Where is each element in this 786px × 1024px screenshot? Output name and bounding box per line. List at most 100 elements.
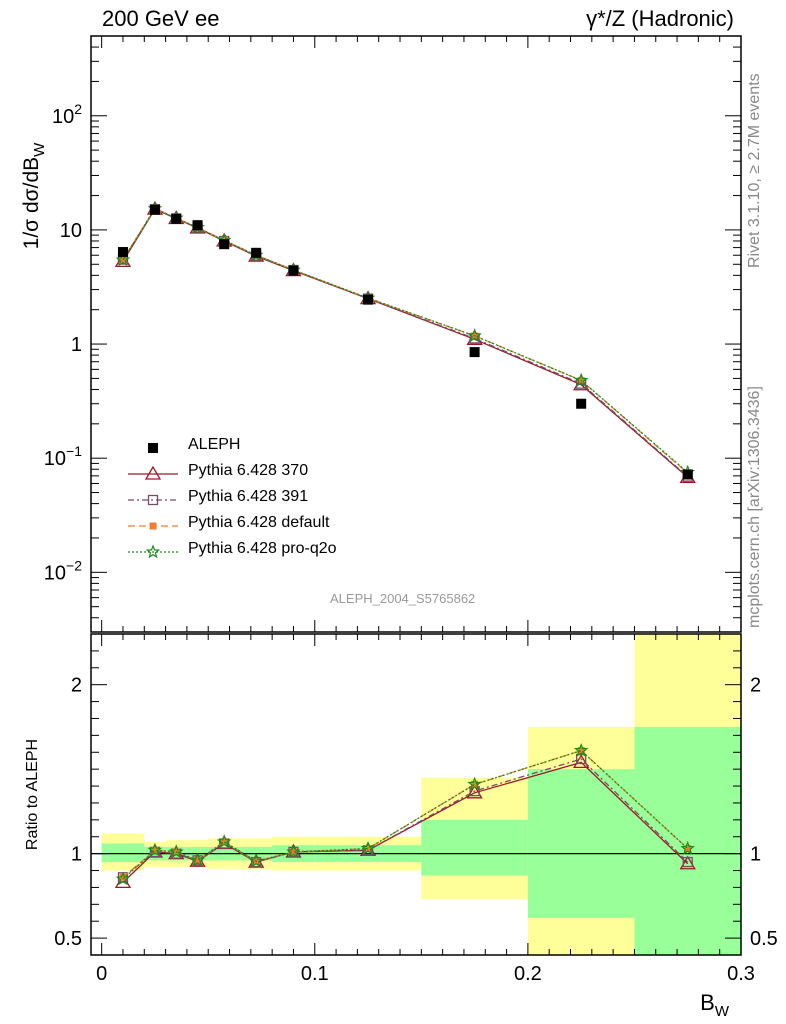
y-label-main: 1/σ dσ/dB	[20, 157, 43, 249]
ratio-series-point	[248, 853, 264, 868]
marker-shape	[147, 842, 163, 857]
y-tick-label: 10	[60, 220, 82, 242]
marker-shape	[467, 328, 482, 343]
band-inner	[101, 843, 145, 863]
x-tick-label: 0.3	[727, 963, 755, 985]
marker-shape	[149, 204, 160, 215]
marker-shape	[171, 213, 182, 224]
data-point	[219, 239, 230, 250]
data-point	[192, 220, 203, 231]
ratio-series-point	[682, 856, 693, 868]
mcplots-side-label: mcplots.cern.ch [arXiv:1306.3436]	[746, 386, 763, 628]
y-tick-mantissa: 1	[71, 334, 82, 356]
ratio-series-4	[115, 742, 695, 886]
ratio-series-point	[194, 856, 202, 864]
ratio-y-tick-label-right: 1	[750, 844, 761, 866]
marker-shape	[248, 853, 264, 868]
ratio-series-line	[122, 758, 689, 878]
legend-marker	[145, 544, 161, 559]
legend-label: Pythia 6.428 default	[188, 514, 330, 531]
data-point	[469, 347, 480, 358]
x-tick-label: 0.2	[514, 963, 542, 985]
marker-shape	[220, 838, 228, 846]
data-point	[363, 294, 374, 305]
ratio-series-point	[286, 844, 301, 859]
data-point	[576, 398, 587, 409]
data-point	[288, 265, 299, 276]
marker-shape	[573, 754, 590, 769]
series-line	[122, 207, 689, 474]
marker-shape	[576, 398, 587, 409]
x-tick-label: 0.1	[301, 963, 329, 985]
ratio-y-tick-label: 1	[71, 844, 82, 866]
y-tick-mantissa: 10	[60, 220, 82, 242]
marker-shape	[469, 347, 480, 358]
marker-shape	[168, 844, 184, 859]
legend-label: ALEPH	[188, 436, 241, 453]
x-axis-label: BW	[700, 990, 730, 1020]
x-tick-label: 0	[96, 963, 107, 985]
series-point	[573, 372, 589, 387]
marker-shape	[286, 844, 301, 859]
legend-marker	[144, 465, 162, 480]
x-axis-ticks	[101, 36, 742, 955]
y-tick-mantissa: 10	[44, 562, 66, 584]
band-inner	[634, 726, 741, 955]
marker-shape	[190, 852, 205, 867]
marker-shape	[684, 845, 692, 853]
header-right-label: γ*/Z (Hadronic)	[586, 6, 734, 31]
ratio-series-point	[573, 742, 589, 757]
ratio-y-label-text: Ratio to ALEPH	[24, 739, 41, 850]
marker-shape	[289, 848, 297, 856]
ratio-y-axis-label: Ratio to ALEPH	[24, 739, 41, 850]
marker-shape	[148, 443, 158, 453]
main-series-aleph-data	[117, 204, 693, 480]
y-tick-exponent: 2	[74, 101, 82, 117]
marker-shape	[192, 220, 203, 231]
y-tick-mantissa: 10	[44, 448, 66, 470]
marker-shape	[145, 544, 161, 559]
band-inner	[527, 769, 635, 918]
marker-shape	[147, 494, 159, 506]
data-point	[251, 247, 262, 258]
legend-marker-aleph	[148, 443, 158, 453]
y-tick-exponent: −2	[66, 557, 82, 573]
marker-shape	[577, 747, 585, 755]
analysis-tag: ALEPH_2004_S5765862	[330, 591, 476, 606]
marker-shape	[119, 873, 127, 881]
ratio-series-line	[122, 749, 689, 880]
legend-marker	[147, 494, 159, 506]
ratio-series-point	[466, 784, 483, 799]
marker-shape	[115, 871, 131, 886]
ratio-series-point	[679, 855, 696, 870]
marker-shape	[467, 776, 482, 791]
ratio-series-point	[360, 840, 376, 855]
y-tick-label: 102	[52, 101, 82, 128]
legend-markers	[128, 443, 178, 559]
marker-shape	[680, 840, 695, 855]
ratio-series-point	[220, 838, 228, 846]
ratio-series-point	[573, 754, 590, 769]
marker-shape	[115, 252, 131, 267]
marker-shape	[466, 784, 483, 799]
ratio-series-point	[577, 747, 585, 755]
ratio-series-point	[467, 776, 482, 791]
y-tick-exponent: −1	[66, 443, 82, 459]
ratio-series-point	[168, 844, 184, 859]
data-point	[117, 247, 128, 258]
ratio-uncertainty-bands	[101, 634, 741, 955]
data-point	[171, 213, 182, 224]
data-point	[682, 469, 693, 480]
marker-shape	[219, 239, 230, 250]
marker-shape	[194, 856, 202, 864]
marker-shape	[471, 780, 479, 788]
marker-shape	[251, 247, 262, 258]
marker-shape	[360, 840, 376, 855]
ratio-series-point	[216, 834, 232, 849]
ratio-series-point	[147, 842, 163, 857]
y-tick-mantissa: 10	[52, 106, 74, 128]
marker-shape	[363, 294, 374, 305]
ratio-y-axis-ticks	[91, 650, 741, 939]
y-tick-label: 10−2	[44, 557, 82, 584]
ratio-series-point	[471, 780, 479, 788]
